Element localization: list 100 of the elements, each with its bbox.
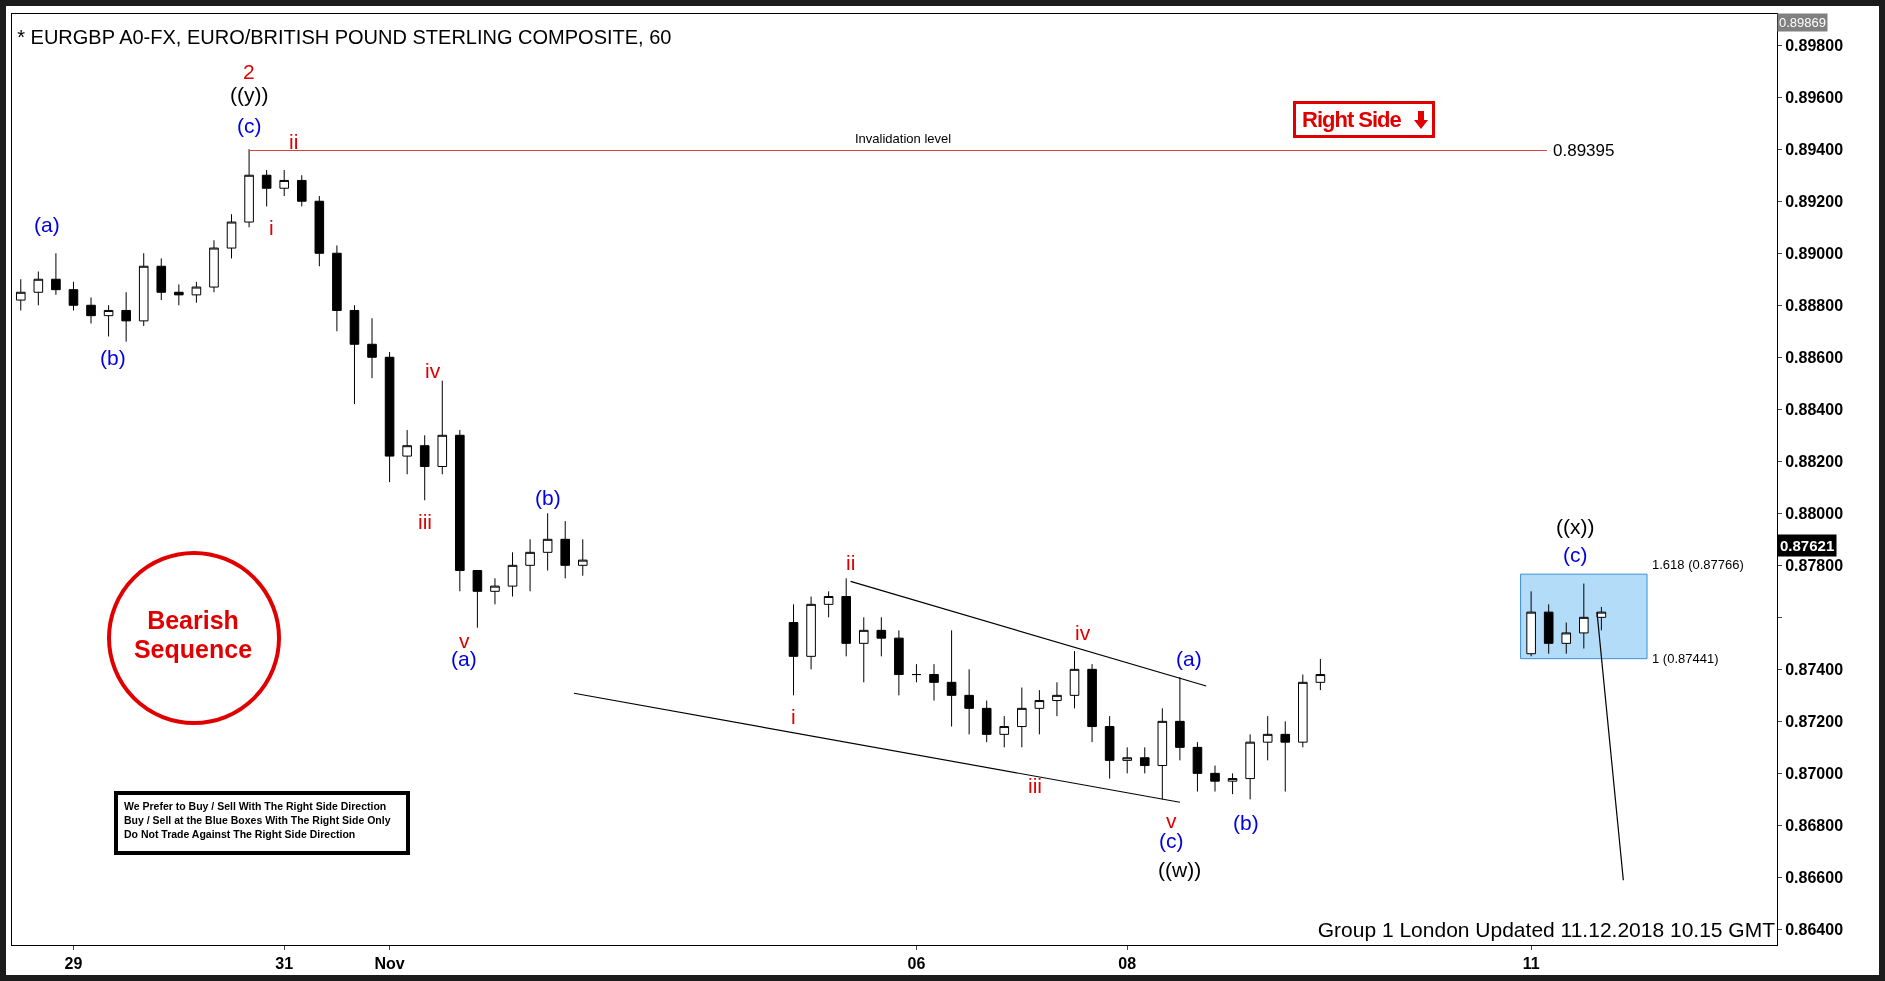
candlestick (261, 169, 272, 207)
y-tick-label: 0.88800 (1785, 296, 1844, 314)
annotation: ((w)) (1158, 858, 1202, 881)
text: * EURGBP A0-FX, EURO/BRITISH POUND STERLING COMPOSITE, 60 (17, 26, 672, 49)
y-tick-label: 0.89600 (1785, 88, 1844, 106)
candlestick (542, 512, 553, 572)
x-tick-label: 29 (64, 955, 83, 973)
candlestick (577, 538, 588, 577)
candlestick (138, 252, 149, 327)
candlestick (174, 283, 184, 306)
candlestick (1069, 650, 1080, 709)
ref-line-label: 0.89395 (1553, 141, 1615, 160)
candlestick (1034, 689, 1045, 735)
candlestick (209, 239, 219, 293)
candlestick (86, 296, 96, 324)
candlestick (490, 577, 500, 605)
annotation: We Prefer to Buy / Sell With The Right Side Direction (124, 800, 387, 812)
candlestick (15, 278, 26, 311)
candlestick (946, 629, 957, 728)
candlestick (367, 317, 377, 379)
y-tick-label: 0.88400 (1785, 400, 1844, 418)
annotation: Bearish Sequence (132, 606, 254, 664)
annotation: (c) (237, 114, 262, 137)
candlestick (1315, 658, 1326, 691)
annotation: ((y)) (230, 83, 269, 106)
candlestick (1543, 603, 1554, 655)
y-tick-label: 0.89800 (1785, 36, 1844, 54)
annotation: (a) (34, 213, 60, 236)
candlestick (894, 629, 904, 696)
candlestick (103, 304, 114, 337)
annotation: (c) (1159, 829, 1184, 852)
candlestick (1298, 674, 1308, 748)
candlestick (349, 304, 360, 405)
annotation: ((x)) (1556, 515, 1595, 538)
candlestick (841, 577, 852, 657)
candlestick (156, 257, 167, 301)
y-tick-label: 0.89200 (1785, 192, 1844, 210)
annotation: Right Side (1293, 101, 1435, 138)
x-tick-label: 08 (1118, 955, 1137, 973)
annotation: Group 1 London Updated 11.12.2018 10.15 GMT (1317, 918, 1775, 942)
candlestick (1157, 707, 1168, 800)
candlestick (1192, 741, 1203, 793)
candlestick (402, 429, 412, 475)
y-tick-label: 0.89000 (1785, 244, 1844, 262)
candlestick (226, 213, 237, 259)
x-tick-label: 11 (1522, 955, 1540, 973)
candlestick (1017, 687, 1027, 748)
annotation: (b) (535, 486, 561, 509)
y-tick-label: 0.87200 (1785, 712, 1844, 730)
annotation: ii (846, 551, 856, 574)
candlestick (332, 244, 342, 332)
candlestick (788, 603, 799, 696)
x-tick-label: Nov (374, 955, 405, 973)
y-tick-label: 0.88000 (1785, 504, 1844, 522)
annotation: Invalidation level (855, 131, 952, 146)
candlestick (1262, 715, 1273, 761)
candlestick (68, 281, 79, 311)
candlestick (507, 551, 518, 598)
candlestick (244, 148, 254, 228)
annotation: 1 (0.87441) (1652, 651, 1719, 666)
annotation: 1.618 (0.87766) (1652, 557, 1744, 572)
candlestick (51, 252, 61, 296)
candlestick (472, 570, 483, 629)
candlestick (1280, 720, 1291, 793)
candlestick (121, 291, 131, 343)
annotation: (a) (1176, 647, 1202, 670)
annotation: (b) (1233, 811, 1259, 834)
candlestick (1122, 746, 1132, 774)
annotation: i (269, 216, 274, 239)
candlestick (823, 590, 834, 618)
candlestick (911, 663, 922, 683)
annotation: v (1166, 809, 1177, 832)
candlestick (858, 616, 869, 683)
y-tick-label: 0.86400 (1785, 921, 1844, 938)
annotation: (b) (100, 346, 126, 369)
y-tick-label: 0.88600 (1785, 348, 1844, 366)
candlestick (1139, 746, 1150, 774)
text: 0.89869 (1779, 15, 1826, 30)
annotation: (c) (1563, 543, 1588, 566)
candlestick (419, 434, 430, 501)
y-tick-label: 0.89400 (1785, 140, 1844, 158)
candlestick (964, 668, 974, 735)
candlestick (1104, 715, 1115, 780)
annotation: 2 (243, 60, 255, 83)
annotation: iii (418, 510, 432, 533)
candlestick (1052, 681, 1062, 717)
annotation: Buy / Sell at the Blue Boxes With The Right Side Only (124, 814, 391, 826)
y-tick-label: 0.87400 (1785, 660, 1844, 678)
candlestick (1227, 772, 1238, 795)
candlestick (455, 429, 465, 592)
candlestick (191, 281, 202, 304)
candlestick (1561, 622, 1572, 655)
y-tick-label: 0.87000 (1785, 764, 1844, 782)
annotation: Do Not Trade Against The Right Side Direction (124, 828, 356, 840)
annotation: i (791, 705, 796, 728)
candlestick (929, 663, 939, 702)
candlestick (876, 616, 887, 657)
x-tick-label: 31 (275, 955, 294, 973)
y-tick-label: 0.87800 (1785, 556, 1844, 574)
x-tick-label: 06 (907, 955, 926, 973)
